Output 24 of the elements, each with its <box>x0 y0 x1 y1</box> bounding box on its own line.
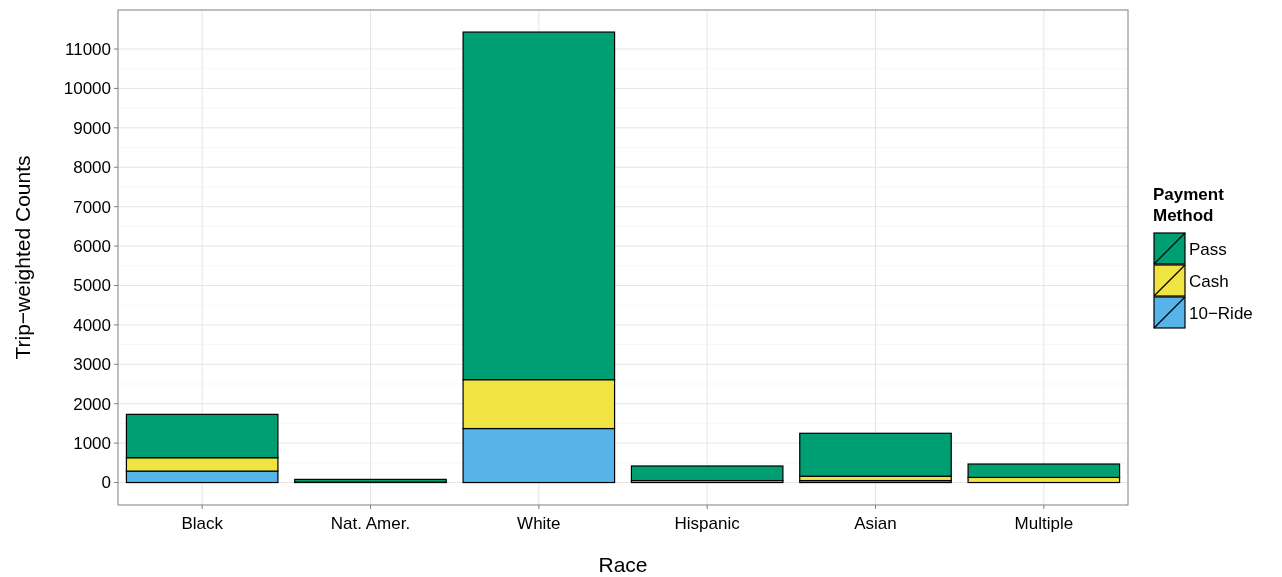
legend-label: Cash <box>1189 271 1229 291</box>
x-tick-label: Multiple <box>1014 514 1074 533</box>
x-tick-label: White <box>517 514 561 533</box>
y-tick-label: 1000 <box>73 434 111 454</box>
legend-label: Pass <box>1189 239 1227 259</box>
y-tick-label: 7000 <box>73 197 111 217</box>
y-tick-label: 0 <box>101 473 111 493</box>
y-tick-label: 4000 <box>73 315 111 335</box>
y-tick-label: 3000 <box>73 355 111 375</box>
x-tick-label: Black <box>181 514 224 533</box>
x-tick-label: Nat. Amer. <box>330 514 411 533</box>
x-axis-title: Race <box>598 553 648 576</box>
y-tick-label: 5000 <box>73 276 111 296</box>
y-tick-label: 2000 <box>73 394 111 414</box>
legend-title: Payment Method <box>1153 185 1225 225</box>
y-tick-label: 11000 <box>64 39 111 59</box>
y-tick-label: 6000 <box>73 237 111 257</box>
y-axis-title: Trip−weighted Counts <box>11 155 34 360</box>
y-tick-label: 10000 <box>63 79 111 99</box>
x-tick-label: Hispanic <box>674 514 741 533</box>
y-tick-label: 9000 <box>73 118 111 138</box>
x-tick-label: Asian <box>854 514 897 533</box>
legend-label: 10−Ride <box>1189 303 1253 323</box>
y-tick-label: 8000 <box>73 158 111 178</box>
